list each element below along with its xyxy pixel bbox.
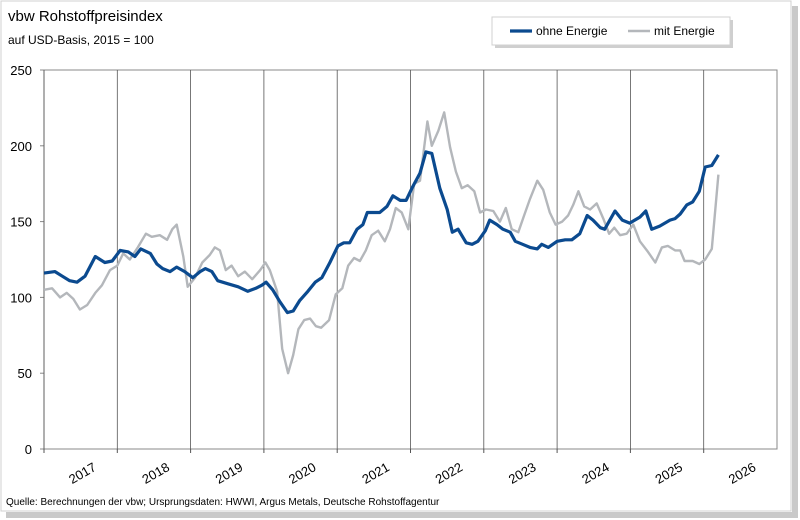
shadow — [792, 6, 798, 514]
chart-title: vbw Rohstoffpreisindex — [8, 8, 163, 25]
source-note: Quelle: Berechnungen der vbw; Ursprungsd… — [6, 497, 440, 508]
y-tick-label: 0 — [25, 442, 32, 457]
y-tick-label: 250 — [10, 63, 32, 78]
chart-subtitle: auf USD-Basis, 2015 = 100 — [8, 33, 154, 47]
y-tick-label: 100 — [10, 290, 32, 305]
y-tick-label: 50 — [18, 366, 32, 381]
legend-label: ohne Energie — [536, 24, 608, 38]
y-tick-label: 150 — [10, 215, 32, 230]
shadow — [6, 512, 798, 518]
legend-label: mit Energie — [654, 24, 715, 38]
series-line — [43, 111, 720, 375]
series-line — [43, 150, 720, 315]
y-tick-label: 200 — [10, 139, 32, 154]
legend: ohne Energie mit Energie — [491, 16, 733, 48]
